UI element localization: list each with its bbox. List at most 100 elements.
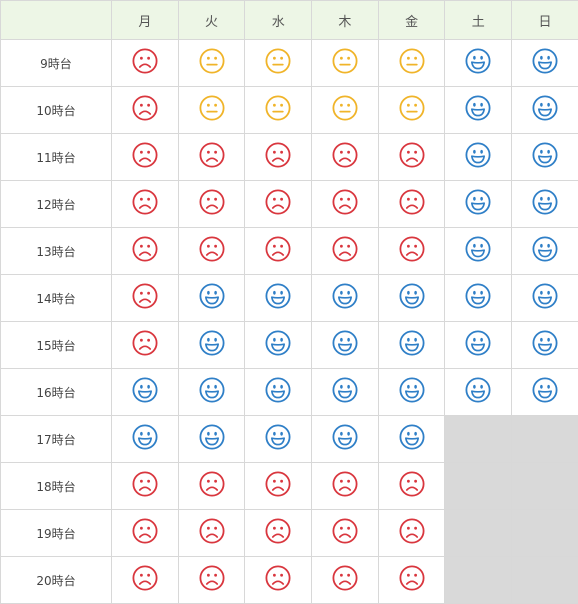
sad-icon (264, 517, 292, 545)
slot-cell-mon (111, 274, 179, 322)
happy-icon (198, 282, 226, 310)
happy-icon (264, 423, 292, 451)
slot-cell-wed (244, 274, 313, 322)
slot-cell-sun (511, 321, 578, 369)
sad-icon (131, 517, 159, 545)
slot-cell-sun (511, 86, 578, 134)
slot-cell-wed (244, 368, 313, 416)
slot-cell-thu (311, 274, 379, 322)
day-header-sat: 土 (444, 0, 513, 40)
happy-icon (531, 47, 559, 75)
slot-cell-mon (111, 462, 179, 510)
happy-icon (331, 376, 359, 404)
time-label: 16時台 (0, 368, 112, 416)
sad-icon (331, 188, 359, 216)
table-row: 12時台 (0, 180, 578, 228)
slot-cell-mon (111, 133, 179, 181)
table-row: 11時台 (0, 133, 578, 181)
happy-icon (464, 376, 492, 404)
slot-cell-thu (311, 133, 379, 181)
slot-cell-sun (511, 368, 578, 416)
slot-cell-wed (244, 86, 313, 134)
slot-cell-tue (177, 462, 246, 510)
closed-cell-sun (511, 509, 578, 557)
slot-cell-fri (377, 86, 446, 134)
sad-icon (198, 517, 226, 545)
time-label: 14時台 (0, 274, 112, 322)
header-corner-cell (0, 0, 112, 40)
happy-icon (464, 329, 492, 357)
slot-cell-thu (311, 462, 379, 510)
slot-cell-wed (244, 180, 313, 228)
slot-cell-tue (177, 321, 246, 369)
neutral-icon (264, 47, 292, 75)
sad-icon (264, 564, 292, 592)
slot-cell-wed (244, 415, 313, 463)
slot-cell-wed (244, 509, 313, 557)
slot-cell-tue (177, 509, 246, 557)
sad-icon (331, 517, 359, 545)
table-row: 9時台 (0, 39, 578, 87)
slot-cell-tue (177, 86, 246, 134)
slot-cell-sat (444, 39, 513, 87)
slot-cell-mon (111, 180, 179, 228)
slot-cell-wed (244, 39, 313, 87)
sad-icon (131, 470, 159, 498)
time-label: 18時台 (0, 462, 112, 510)
slot-cell-thu (311, 180, 379, 228)
table-header: 月 火 水 木 金 土 日 (0, 0, 578, 40)
happy-icon (331, 423, 359, 451)
slot-cell-mon (111, 415, 179, 463)
neutral-icon (264, 94, 292, 122)
happy-icon (531, 188, 559, 216)
happy-icon (531, 329, 559, 357)
sad-icon (198, 188, 226, 216)
sad-icon (131, 235, 159, 263)
sad-icon (398, 235, 426, 263)
slot-cell-sat (444, 321, 513, 369)
neutral-icon (331, 47, 359, 75)
slot-cell-sat (444, 227, 513, 275)
happy-icon (198, 376, 226, 404)
slot-cell-tue (177, 227, 246, 275)
slot-cell-fri (377, 227, 446, 275)
day-header-wed: 水 (244, 0, 313, 40)
sad-icon (264, 470, 292, 498)
happy-icon (464, 188, 492, 216)
sad-icon (398, 188, 426, 216)
sad-icon (131, 564, 159, 592)
slot-cell-wed (244, 462, 313, 510)
table-body: 9時台 10時台 11時台 12時台 13時台 14時台 15時台 16時台 17時台 18時台 1… (0, 39, 578, 604)
sad-icon (131, 141, 159, 169)
table-row: 15時台 (0, 321, 578, 369)
neutral-icon (198, 94, 226, 122)
happy-icon (398, 282, 426, 310)
slot-cell-fri (377, 133, 446, 181)
table-row: 20時台 (0, 556, 578, 604)
table-row: 17時台 (0, 415, 578, 463)
slot-cell-fri (377, 462, 446, 510)
time-label: 19時台 (0, 509, 112, 557)
sad-icon (331, 141, 359, 169)
closed-cell-sat (444, 556, 513, 604)
happy-icon (464, 141, 492, 169)
day-header-thu: 木 (311, 0, 379, 40)
slot-cell-thu (311, 227, 379, 275)
sad-icon (398, 517, 426, 545)
time-label: 11時台 (0, 133, 112, 181)
slot-cell-tue (177, 274, 246, 322)
slot-cell-fri (377, 39, 446, 87)
table-row: 10時台 (0, 86, 578, 134)
slot-cell-sun (511, 39, 578, 87)
time-label: 15時台 (0, 321, 112, 369)
sad-icon (198, 235, 226, 263)
sad-icon (131, 47, 159, 75)
slot-cell-sat (444, 274, 513, 322)
sad-icon (331, 564, 359, 592)
time-label: 17時台 (0, 415, 112, 463)
happy-icon (531, 141, 559, 169)
happy-icon (264, 329, 292, 357)
neutral-icon (331, 94, 359, 122)
happy-icon (264, 282, 292, 310)
slot-cell-sat (444, 133, 513, 181)
